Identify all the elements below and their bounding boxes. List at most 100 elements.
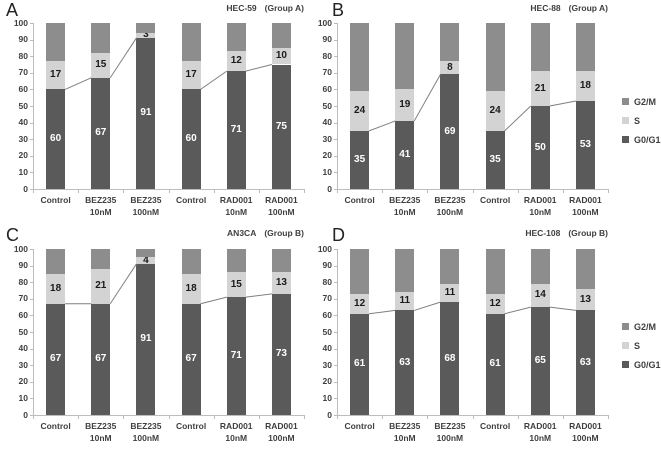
panel-b-trend-line-overlay [368, 74, 577, 132]
panel-d-y-tick-mark [334, 265, 337, 267]
panel-a-y-tick-mark [30, 139, 33, 141]
panel-c-x-category-label: RAD001 100nM [265, 421, 298, 444]
panel-c-y-axis-line [33, 249, 34, 416]
panel-c-group-label: (Group B) [264, 228, 304, 238]
panel-c-x-tick-mark [304, 415, 305, 419]
panel-b-trend-line-segment [504, 105, 532, 132]
panel-c-x-category-label: BEZ235 10nM [85, 421, 117, 444]
panel-d-x-tick-mark [517, 415, 519, 419]
panel-a-trend-line-segment [64, 77, 92, 90]
panel-a-bar-value-label-g0g1: 71 [230, 124, 242, 136]
panel-a-bar-segment-g0g1 [271, 64, 291, 189]
panel-d-bar-segment-g2m [440, 249, 460, 284]
panel-d-bar-value-label-g0g1: 61 [354, 358, 366, 370]
panel-b-y-tick-label: 40 [322, 117, 332, 128]
panel-d-y-tick-label: 30 [322, 359, 332, 370]
panel-c-y-tick-label: 60 [18, 309, 28, 320]
panel-b-bar-value-label-s: 18 [579, 80, 591, 92]
panel-c-x-tick-mark [123, 415, 125, 419]
panel-b-bar-segment-g2m [530, 23, 550, 72]
panel-c-bar-value-label-s: 18 [185, 282, 197, 294]
panel-d-legend: G2/M S G0/G1 [622, 317, 661, 374]
panel-b-bar-segment-g0g1 [395, 120, 415, 189]
panel-d-bar-segment-g0g1 [440, 302, 460, 415]
panel-a-bar-value-label-g0g1: 60 [50, 133, 62, 145]
panel-a-trend-line-segment [109, 37, 137, 79]
panel-c-bar-segment-s [181, 273, 201, 304]
panel-a-bar-value-label-g0g1: 91 [140, 107, 152, 119]
panel-d-bar-segment-s [575, 288, 595, 311]
panel-a-cell-line: HEC-59 [226, 3, 257, 13]
panel-c-y-tick-mark [30, 415, 33, 416]
panel-b-y-tick-label: 10 [322, 166, 332, 177]
panel-a-y-tick-label: 60 [18, 83, 28, 94]
panel-b-y-axis-line [337, 23, 338, 190]
panel-c-bar-segment-g0g1 [226, 297, 246, 415]
legend-item-g2m: G2/M [622, 317, 661, 336]
panel-b-y-tick-mark [334, 139, 337, 141]
panel-c-y-tick-mark [30, 298, 33, 300]
panel-d-x-tick-mark [472, 415, 474, 419]
panel-b-bar-segment-s [530, 71, 550, 106]
panel-b-bar-value-label-g0g1: 50 [534, 141, 546, 153]
panel-a-bar-segment-s [91, 52, 111, 78]
panel-c-bar-value-label-s: 18 [50, 282, 62, 294]
panel-b-bar-segment-s [485, 91, 505, 131]
panel-d-x-tick-mark [427, 415, 429, 419]
panel-c-x-tick-mark [213, 415, 215, 419]
panel-c-x-category-label: RAD001 10nM [219, 421, 253, 444]
panel-b-y-tick-mark [334, 106, 337, 107]
panel-d-y-tick-label: 70 [322, 293, 332, 304]
panel-b-bar-value-label-g0g1: 69 [444, 125, 456, 137]
panel-d-bar-segment-g0g1 [575, 310, 595, 415]
panel-b-y-tick-label: 80 [322, 50, 332, 61]
panel-a-y-tick-mark [30, 189, 33, 190]
panel-d-x-tick-mark [337, 415, 338, 419]
panel-c-bar-segment-g2m [91, 249, 111, 269]
panel-c-bar-segment-g2m [181, 249, 201, 274]
panel-d-x-category-label: RAD001 10nM [523, 421, 557, 444]
panel-a-bar-value-label-s: 10 [275, 50, 287, 62]
panel-b-x-tick-mark [427, 189, 429, 193]
panel-b-x-category-label: BEZ235 100nM [434, 195, 466, 218]
legend-item-s: S [622, 336, 661, 355]
panel-b-trend-line-segment [368, 120, 396, 132]
panel-c-letter: C [6, 225, 19, 245]
panel-a-bar-segment-g2m [181, 23, 201, 62]
panel-b-y-tick-mark [334, 122, 337, 124]
panel-b-bar-segment-g2m [440, 23, 460, 62]
panel-a-y-tick-label: 10 [18, 166, 28, 177]
panel-d-bar-value-label-s: 12 [489, 297, 501, 309]
panel-c-bar-segment-g0g1 [46, 303, 66, 415]
panel-c-y-tick-label: 70 [18, 293, 28, 304]
panel-a-x-tick-mark [213, 189, 215, 193]
panel-d-y-tick-label: 100 [317, 243, 332, 254]
panel-b-bar-segment-g0g1 [530, 106, 550, 189]
panel-c-y-tick-label: 20 [18, 376, 28, 387]
panel-c-bar-segment-s [46, 273, 66, 304]
panel-d-title: HEC-108 (Group B) [337, 228, 608, 238]
panel-b-y-tick-label: 0 [327, 183, 332, 194]
panel-b-y-tick-label: 100 [317, 17, 332, 28]
panel-c-y-tick-mark [30, 315, 33, 317]
panel-b-x-category-label: RAD001 100nM [569, 195, 602, 218]
panel-d-x-tick-mark [382, 415, 384, 419]
panel-b-bar-segment-s [350, 91, 370, 131]
panel-b-bar-segment-g0g1 [575, 101, 595, 189]
panel-c-y-tick-mark [30, 282, 33, 284]
panel-c-y-tick-mark [30, 381, 33, 383]
legend-item-g0g1: G0/G1 [622, 130, 661, 149]
panel-c-x-category-label: BEZ235 100nM [130, 421, 162, 444]
panel-d-bar-segment-s [350, 293, 370, 314]
panel-d-y-tick-mark [334, 365, 337, 367]
panel-a-y-axis-line [33, 23, 34, 190]
panel-a-trend-line-segment [200, 70, 228, 90]
panel-c-bar-value-label-s: 13 [275, 277, 287, 289]
panel-d-bar-value-label-s: 14 [534, 289, 546, 301]
legend-swatch-icon [622, 361, 629, 368]
panel-a-bar-value-label-g0g1: 60 [185, 133, 197, 145]
panel-d-trend-line-segment [414, 301, 441, 311]
panel-a-y-tick-mark [30, 122, 33, 124]
panel-c-y-tick-mark [30, 365, 33, 367]
panel-c-trend-line-overlay [65, 263, 272, 305]
